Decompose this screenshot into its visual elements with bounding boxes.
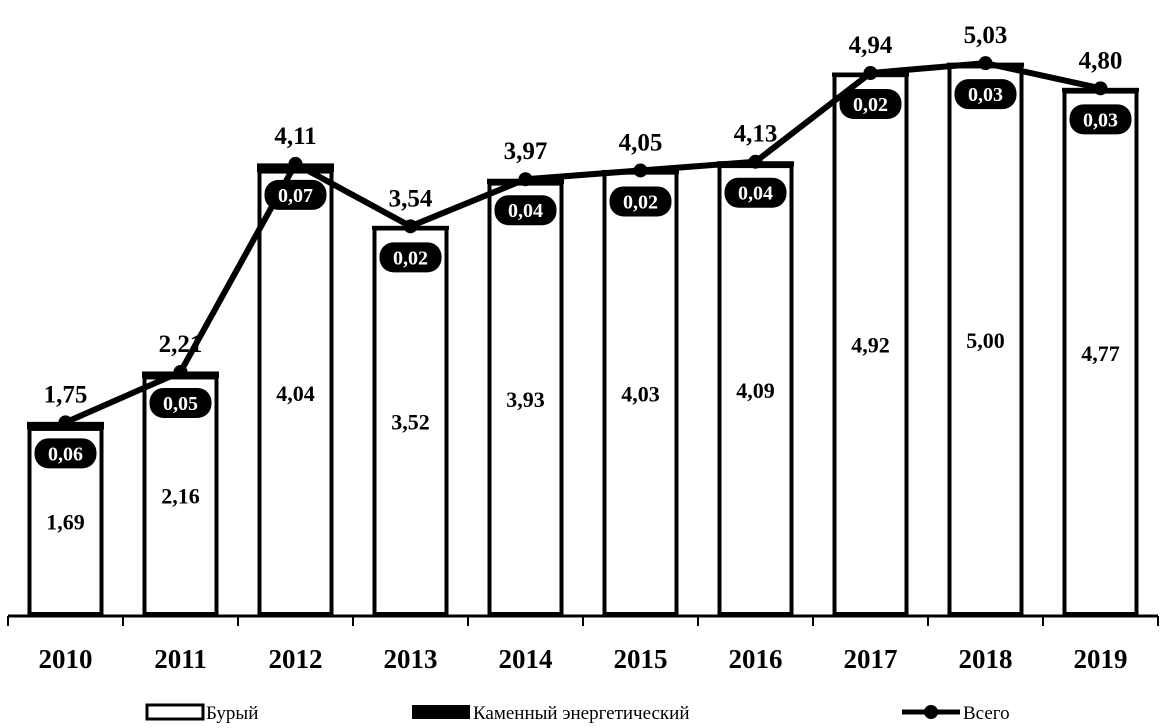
total-point-2018 — [978, 56, 993, 71]
x-tick-label-2012: 2012 — [269, 644, 323, 674]
label-brown-2011: 2,16 — [161, 484, 200, 509]
total-point-2013 — [403, 219, 418, 234]
label-total-2016: 4,13 — [734, 121, 778, 148]
labels-layer: 1,69 2,16 4,04 3,52 3,93 4,03 4,09 4,92 5,00 4,77… — [34, 22, 1132, 534]
x-tick-label-2018: 2018 — [959, 644, 1013, 674]
total-point-2012 — [288, 156, 303, 171]
label-hard-2010: 0,06 — [48, 443, 83, 465]
total-point-2019 — [1093, 81, 1108, 96]
label-brown-2014: 3,93 — [506, 387, 545, 412]
label-hard-2018: 0,03 — [968, 84, 1003, 106]
total-point-2010 — [58, 415, 73, 430]
pill-hard-2018 — [954, 79, 1017, 110]
pill-hard-2015 — [609, 186, 672, 217]
x-tick-label-2016: 2016 — [729, 644, 783, 674]
bar-brown-2019 — [1062, 89, 1139, 616]
total-point-2014 — [518, 172, 533, 187]
label-hard-2017: 0,02 — [853, 94, 888, 116]
label-hard-2013: 0,02 — [393, 247, 428, 269]
legend-swatch-brown — [145, 703, 205, 721]
total-line-layer — [58, 56, 1108, 430]
x-tick-label-2019: 2019 — [1074, 644, 1128, 674]
x-tick-label-2011: 2011 — [154, 644, 207, 674]
pill-hard-2014 — [494, 195, 557, 226]
label-brown-2010: 1,69 — [46, 509, 85, 534]
label-hard-2011: 0,05 — [163, 393, 198, 415]
legend-label-brown: Бурый — [206, 703, 258, 724]
label-brown-2013: 3,52 — [391, 409, 430, 434]
bar-brown-2015 — [602, 170, 679, 616]
label-total-2015: 4,05 — [619, 129, 663, 156]
x-tick-label-2014: 2014 — [499, 644, 553, 674]
label-hard-2016: 0,04 — [738, 183, 773, 205]
legend-swatch-hard — [412, 705, 470, 719]
label-brown-2016: 4,09 — [736, 378, 775, 403]
pill-hard-2012 — [264, 179, 327, 210]
total-point-2017 — [863, 65, 878, 80]
pill-hard-2016 — [724, 177, 787, 208]
label-brown-2019: 4,77 — [1081, 341, 1120, 366]
label-hard-2019: 0,03 — [1083, 109, 1118, 131]
pill-hard-2017 — [839, 88, 902, 119]
label-hard-2014: 0,04 — [508, 200, 543, 222]
legend-label-hard: Каменный энергетический — [473, 703, 690, 724]
total-point-2015 — [633, 163, 648, 178]
total-point-2011 — [173, 364, 188, 379]
pill-hard-2010 — [34, 438, 97, 469]
label-total-2011: 2,21 — [159, 331, 203, 358]
x-axis: 2010 2011 2012 2013 2014 2015 2016 2017 2018 2019 — [7, 614, 1159, 674]
x-tick-label-2015: 2015 — [614, 644, 668, 674]
label-total-2018: 5,03 — [964, 22, 1008, 49]
label-total-2012: 4,11 — [274, 123, 316, 150]
x-tick-label-2017: 2017 — [844, 644, 898, 674]
label-total-2010: 1,75 — [44, 381, 88, 408]
bar-brown-2016 — [717, 164, 794, 616]
label-total-2013: 3,54 — [389, 185, 433, 212]
total-line — [64, 60, 1102, 426]
bar-brown-2018 — [947, 64, 1024, 616]
pill-hard-2013 — [379, 242, 442, 273]
x-tick-label-2010: 2010 — [39, 644, 93, 674]
label-brown-2012: 4,04 — [276, 381, 315, 406]
label-total-2017: 4,94 — [849, 32, 893, 59]
label-brown-2015: 4,03 — [621, 381, 660, 406]
pill-hard-2019 — [1069, 104, 1132, 135]
bar-brown-2012 — [257, 169, 334, 617]
label-hard-2015: 0,02 — [623, 191, 658, 213]
total-point-2016 — [748, 154, 763, 169]
label-total-2019: 4,80 — [1079, 47, 1123, 74]
label-brown-2017: 4,92 — [851, 333, 890, 358]
legend: Бурый Каменный энергетический Всего — [145, 703, 1010, 724]
label-hard-2012: 0,07 — [278, 185, 313, 207]
bar-brown-2014 — [487, 181, 564, 617]
legend-label-total: Всего — [963, 703, 1010, 724]
label-total-2014: 3,97 — [504, 138, 548, 165]
legend-marker-total — [924, 705, 938, 719]
bars-layer — [27, 62, 1139, 617]
x-tick-label-2013: 2013 — [384, 644, 438, 674]
label-brown-2018: 5,00 — [966, 328, 1005, 353]
pill-hard-2011 — [149, 387, 212, 418]
